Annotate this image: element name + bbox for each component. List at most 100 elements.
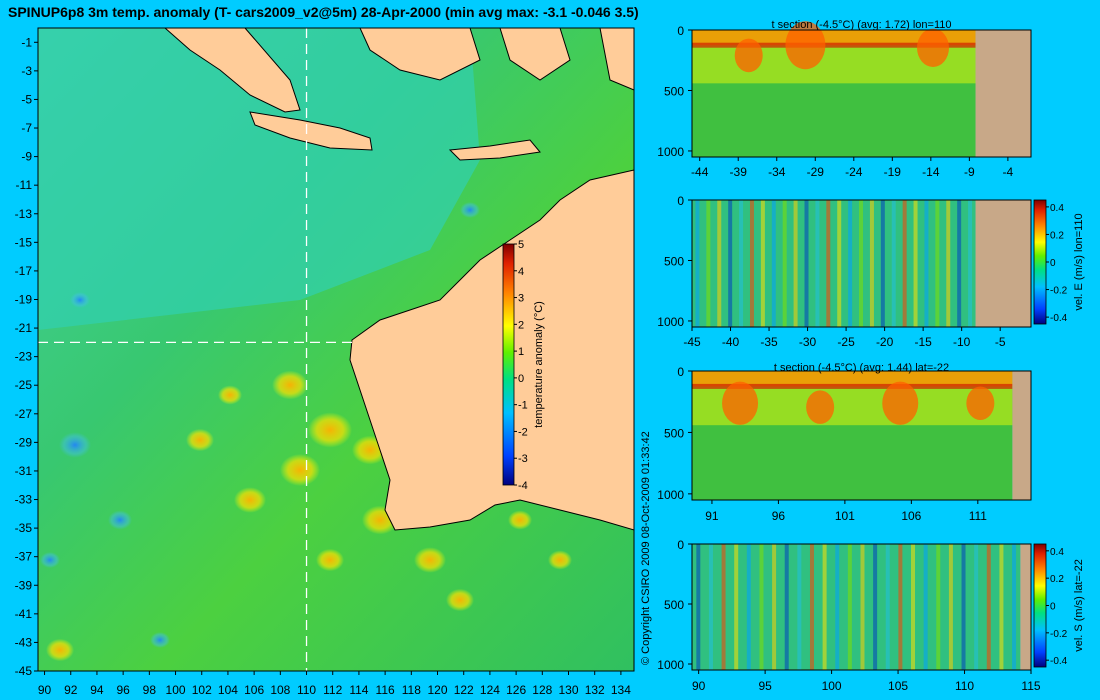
x-tick-label: 92 — [64, 683, 78, 697]
velocity-band — [771, 200, 776, 327]
x-tick-label: 101 — [835, 509, 855, 523]
warm-core — [966, 386, 995, 421]
x-tick-label: 128 — [532, 683, 552, 697]
warm-core — [785, 21, 826, 70]
x-tick-label: -24 — [845, 165, 863, 179]
velocity-band — [784, 544, 789, 670]
x-tick-label: 98 — [143, 683, 157, 697]
velocity-band — [986, 544, 991, 670]
velocity-band — [706, 200, 711, 327]
y-tick-label: -33 — [15, 493, 33, 507]
velocity-band — [815, 200, 820, 327]
x-tick-label: 104 — [218, 683, 238, 697]
velocity-band — [826, 200, 831, 327]
x-tick-label: -5 — [995, 335, 1006, 349]
velocity-south-section-lat-22: 90 95 100 105 110 115 0 500 1000 0.4 0.2 0 -0.2 -0.4 v… — [657, 538, 1085, 693]
y-tick-label: 500 — [664, 84, 684, 98]
colorbar-label: vel. S (m/s) lat=-22 — [1073, 559, 1085, 652]
velocity-band — [717, 200, 722, 327]
x-tick-label: -10 — [953, 335, 971, 349]
x-tick-label: -45 — [683, 335, 701, 349]
velocity-band — [911, 544, 916, 670]
warm-eddy — [446, 588, 474, 612]
x-tick-label: 91 — [705, 509, 719, 523]
warm-core — [916, 28, 949, 67]
colorbar — [502, 243, 515, 486]
colorbar-tick-label: 2 — [518, 319, 524, 331]
x-tick-label: 118 — [402, 683, 421, 697]
warm-eddy — [548, 550, 572, 570]
colorbar-tick-label: -2 — [518, 426, 528, 438]
x-tick-label: 95 — [758, 679, 772, 693]
x-tick-label: 108 — [270, 683, 290, 697]
x-tick-label: 106 — [901, 509, 921, 523]
x-tick-label: 96 — [116, 683, 130, 697]
x-tick-label: -44 — [691, 165, 709, 179]
colorbar-tick-label: 4 — [518, 266, 524, 278]
y-tick-label: -5 — [21, 92, 32, 106]
cold-eddy — [108, 510, 132, 530]
colorbar — [1033, 543, 1047, 668]
java-landmass — [249, 111, 373, 151]
velocity-band — [936, 544, 941, 670]
velocity-band — [946, 200, 951, 327]
x-tick-label: -14 — [922, 165, 940, 179]
x-tick-label: 102 — [192, 683, 212, 697]
cold-eddy — [150, 632, 170, 648]
colorbar-tick-label: 1 — [518, 346, 524, 358]
x-tick-label: 105 — [888, 679, 908, 693]
cold-eddy — [70, 292, 90, 308]
y-tick-label: -15 — [15, 235, 33, 249]
y-tick-label: 0 — [677, 538, 684, 552]
x-tick-label: 134 — [611, 683, 631, 697]
y-tick-label: -29 — [15, 435, 33, 449]
section-field — [692, 200, 976, 327]
velocity-band — [923, 544, 928, 670]
land-mask — [1020, 544, 1031, 670]
x-tick-label: -40 — [722, 335, 740, 349]
velocity-band — [880, 200, 885, 327]
velocity-band — [749, 200, 754, 327]
y-tick-label: -11 — [16, 178, 33, 192]
warm-core — [734, 38, 763, 73]
y-tick-label: -35 — [15, 521, 33, 535]
x-tick-label: 116 — [376, 683, 395, 697]
land-mask — [975, 30, 1031, 157]
velocity-band — [902, 200, 907, 327]
y-tick-label: -13 — [15, 207, 33, 221]
velocity-band — [746, 544, 751, 670]
y-tick-label: 1000 — [657, 145, 684, 159]
colorbar-tick-label: 3 — [518, 293, 524, 305]
colorbar-tick-label: -0.2 — [1050, 629, 1068, 640]
x-tick-label: 90 — [692, 679, 706, 693]
land-mask — [1012, 371, 1031, 500]
velocity-band — [869, 200, 874, 327]
warm-eddy — [218, 385, 242, 405]
velocity-band — [859, 200, 864, 327]
velocity-band — [721, 544, 726, 670]
thermocline-band — [692, 42, 976, 48]
velocity-band — [935, 200, 940, 327]
x-tick-label: 106 — [244, 683, 264, 697]
y-tick-label: 0 — [677, 194, 684, 208]
velocity-band — [809, 544, 814, 670]
y-tick-label: -31 — [15, 464, 33, 478]
velocity-band — [968, 200, 973, 327]
x-tick-label: 96 — [772, 509, 786, 523]
colorbar-tick-label: 0.2 — [1050, 574, 1064, 585]
thermocline-band — [692, 383, 1013, 389]
colorbar-tick-label: 0.4 — [1050, 547, 1064, 558]
warm-eddy — [508, 510, 532, 530]
x-tick-label: 112 — [323, 683, 342, 697]
x-tick-label: 100 — [822, 679, 842, 693]
velocity-band — [835, 544, 840, 670]
x-tick-label: 100 — [166, 683, 186, 697]
warm-eddy — [234, 487, 266, 513]
warm-eddy — [316, 548, 344, 572]
x-tick-label: 132 — [585, 683, 605, 697]
y-tick-label: 1000 — [657, 488, 684, 502]
x-tick-label: 120 — [428, 683, 448, 697]
velocity-band — [797, 544, 802, 670]
colorbar-tick-label: 5 — [518, 239, 524, 251]
colorbar — [1033, 199, 1047, 325]
